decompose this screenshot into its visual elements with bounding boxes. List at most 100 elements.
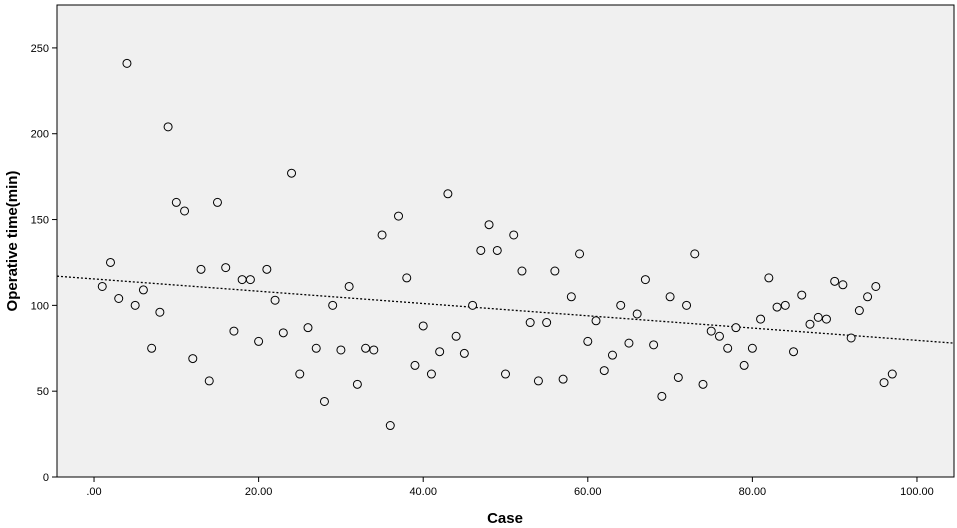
data-point <box>385 421 395 431</box>
data-point <box>180 206 190 216</box>
data-point <box>714 331 724 341</box>
data-points <box>97 58 897 431</box>
data-point <box>731 323 741 333</box>
data-point <box>821 314 831 324</box>
data-point <box>344 281 354 291</box>
data-point <box>163 122 173 132</box>
data-point <box>476 245 486 255</box>
data-point <box>287 168 297 178</box>
data-point <box>171 197 181 207</box>
data-point <box>830 276 840 286</box>
data-point <box>394 211 404 221</box>
data-point <box>402 273 412 283</box>
data-point <box>426 369 436 379</box>
data-point <box>492 245 502 255</box>
data-point <box>640 275 650 285</box>
data-point <box>657 391 667 401</box>
data-point <box>599 366 609 376</box>
data-point <box>237 275 247 285</box>
data-point <box>254 336 264 346</box>
data-point <box>122 58 132 68</box>
data-point <box>805 319 815 329</box>
data-point <box>739 360 749 370</box>
x-tick-label: .00 <box>86 486 101 498</box>
data-point <box>295 369 305 379</box>
data-point <box>632 309 642 319</box>
data-point <box>303 323 313 333</box>
x-axis-title: Case <box>487 510 523 527</box>
data-point <box>369 345 379 355</box>
data-point <box>649 340 659 350</box>
x-tick-label: 100.00 <box>900 486 934 498</box>
data-point <box>517 266 527 276</box>
data-point <box>97 281 107 291</box>
data-point <box>558 374 568 384</box>
data-point <box>418 321 428 331</box>
data-point <box>566 292 576 302</box>
data-point <box>328 300 338 310</box>
trend-line <box>56 275 955 344</box>
data-point <box>863 292 873 302</box>
data-point <box>838 280 848 290</box>
data-point <box>484 220 494 230</box>
data-point <box>459 348 469 358</box>
data-point <box>780 300 790 310</box>
y-tick-label: 100 <box>31 300 49 312</box>
data-point <box>616 300 626 310</box>
data-point <box>509 230 519 240</box>
data-point <box>682 300 692 310</box>
plot-area <box>56 4 955 478</box>
data-point <box>435 347 445 357</box>
data-point <box>188 354 198 364</box>
data-point <box>854 306 864 316</box>
data-point <box>533 376 543 386</box>
y-axis: 0 50 100 150 200 250 <box>31 43 57 484</box>
y-tick-label: 200 <box>31 129 49 141</box>
data-point <box>542 318 552 328</box>
data-point <box>747 343 757 353</box>
data-point <box>583 336 593 346</box>
y-tick-label: 250 <box>31 43 49 55</box>
data-point <box>525 318 535 328</box>
data-point <box>665 292 675 302</box>
data-point <box>443 189 453 199</box>
data-point <box>130 300 140 310</box>
data-point <box>410 360 420 370</box>
data-point <box>624 338 634 348</box>
data-point <box>764 273 774 283</box>
data-point <box>262 264 272 274</box>
data-point <box>377 230 387 240</box>
x-tick-label: 20.00 <box>245 486 273 498</box>
data-point <box>797 290 807 300</box>
data-point <box>468 300 478 310</box>
data-point <box>336 345 346 355</box>
data-point <box>361 343 371 353</box>
data-point <box>451 331 461 341</box>
data-point <box>204 376 214 386</box>
data-point <box>756 314 766 324</box>
data-point <box>114 293 124 303</box>
data-point <box>591 316 601 326</box>
data-point <box>245 275 255 285</box>
data-point <box>871 281 881 291</box>
data-point <box>813 312 823 322</box>
data-point <box>270 295 280 305</box>
data-point <box>698 379 708 389</box>
data-point <box>879 378 889 388</box>
data-point <box>155 307 165 317</box>
data-point <box>723 343 733 353</box>
data-point <box>138 285 148 295</box>
data-point <box>352 379 362 389</box>
data-point <box>706 326 716 336</box>
data-point <box>846 333 856 343</box>
data-point <box>278 328 288 338</box>
data-point <box>673 372 683 382</box>
data-point <box>311 343 321 353</box>
y-tick-label: 0 <box>43 472 49 484</box>
x-tick-label: 80.00 <box>739 486 767 498</box>
data-point <box>789 347 799 357</box>
data-point <box>550 266 560 276</box>
data-point <box>575 249 585 259</box>
data-point <box>105 257 115 267</box>
